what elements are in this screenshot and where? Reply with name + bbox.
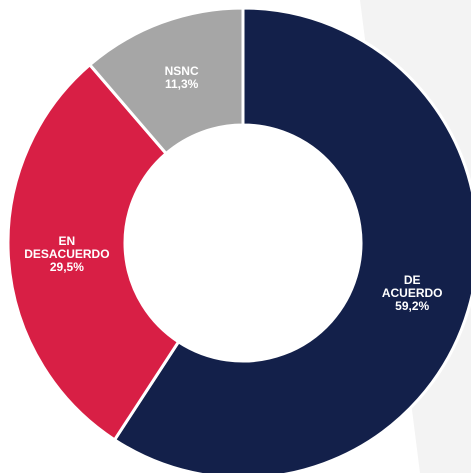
donut-slice [6, 62, 181, 442]
value-label: 11,3% [164, 76, 199, 91]
value-label: 29,5% [49, 260, 84, 275]
category-label: EN DESACUERDO [24, 234, 110, 262]
slice-label: DE ACUERDO 59,2% [367, 272, 457, 313]
donut-slice [112, 6, 471, 473]
value-label: 59,2% [395, 298, 430, 313]
category-label: NSNC [164, 63, 199, 78]
slice-label: EN DESACUERDO 29,5% [22, 235, 112, 274]
slice-label: NSNC 11,3% [137, 63, 227, 91]
donut-slice [87, 6, 245, 156]
category-label: DE ACUERDO [381, 272, 443, 300]
